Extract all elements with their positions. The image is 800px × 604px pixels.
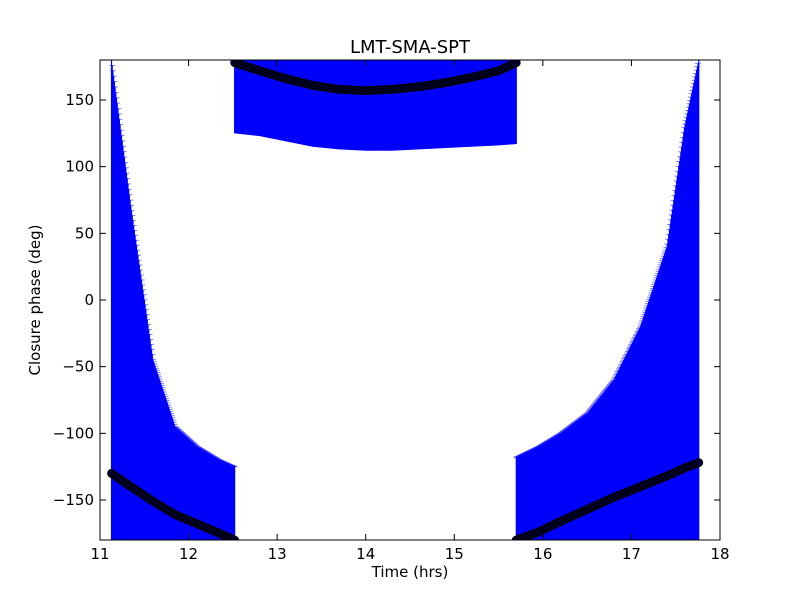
y-tick-label: 50 (75, 224, 94, 242)
x-tick-label: 12 (179, 545, 198, 563)
y-tick-label: 100 (65, 158, 94, 176)
x-tick-label: 13 (268, 545, 287, 563)
error-bars (108, 60, 702, 540)
data-point (511, 60, 521, 68)
x-tick-label: 14 (356, 545, 375, 563)
x-tick-label: 15 (445, 545, 464, 563)
plot-area (107, 60, 704, 540)
data-point (230, 535, 240, 540)
y-tick-label: −50 (62, 358, 94, 376)
x-tick-label: 11 (90, 545, 109, 563)
y-tick-label: 0 (84, 291, 94, 309)
y-axis-label: Closure phase (deg) (26, 225, 44, 376)
x-tick-label: 18 (710, 545, 729, 563)
x-tick-label: 17 (622, 545, 641, 563)
y-tick-label: −150 (53, 491, 94, 509)
chart-title: LMT-SMA-SPT (350, 37, 471, 58)
y-axis: −150 −100 −50 0 50 100 150 (53, 91, 720, 509)
y-tick-label: 150 (65, 91, 94, 109)
x-axis-label: Time (hrs) (371, 563, 449, 581)
data-point (694, 458, 704, 468)
data-markers (107, 60, 704, 540)
x-tick-label: 16 (533, 545, 552, 563)
y-tick-label: −100 (53, 424, 94, 442)
x-axis: 11 12 13 14 15 16 17 18 (90, 60, 730, 563)
